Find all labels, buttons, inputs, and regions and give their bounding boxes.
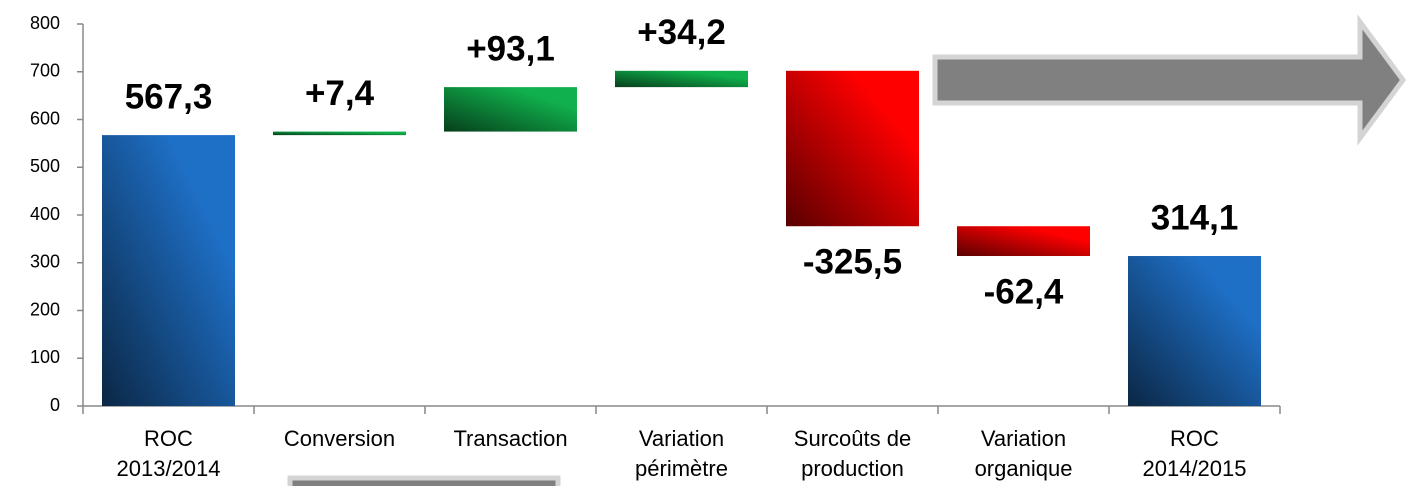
x-tick-label: organique xyxy=(975,456,1073,481)
bar xyxy=(273,131,406,136)
x-tick-label: Conversion xyxy=(284,426,395,451)
y-tick-label: 600 xyxy=(30,108,60,128)
bar xyxy=(102,135,235,406)
y-tick-label: 400 xyxy=(30,204,60,224)
bar xyxy=(444,87,577,132)
y-tick-label: 200 xyxy=(30,299,60,319)
value-label: +93,1 xyxy=(466,29,555,68)
y-tick-label: 500 xyxy=(30,156,60,176)
value-label: +7,4 xyxy=(305,74,375,113)
value-label: -62,4 xyxy=(984,272,1064,311)
x-tick-label: Surcoûts de xyxy=(794,426,911,451)
value-label: 314,1 xyxy=(1151,198,1239,237)
y-tick-label: 800 xyxy=(30,13,60,33)
x-tick-label: périmètre xyxy=(635,456,728,481)
value-label: -325,5 xyxy=(803,242,902,281)
bar xyxy=(786,70,919,227)
bar xyxy=(957,226,1090,257)
y-tick-label: 100 xyxy=(30,347,60,367)
y-tick-label: 0 xyxy=(50,395,60,415)
bar xyxy=(1128,256,1261,406)
x-tick-label: ROC xyxy=(1170,426,1219,451)
x-tick-label: production xyxy=(801,456,904,481)
decor-bar xyxy=(287,475,561,486)
x-tick-label: 2014/2015 xyxy=(1143,456,1247,481)
x-tick-label: ROC xyxy=(144,426,193,451)
y-tick-label: 300 xyxy=(30,252,60,272)
value-label: 567,3 xyxy=(125,77,213,116)
value-label: +34,2 xyxy=(637,13,726,52)
x-tick-label: 2013/2014 xyxy=(117,456,221,481)
x-tick-label: Variation xyxy=(981,426,1066,451)
x-tick-label: Variation xyxy=(639,426,724,451)
x-tick-label: Transaction xyxy=(453,426,567,451)
decor-arrow xyxy=(932,14,1407,146)
bar xyxy=(615,70,748,88)
y-tick-label: 700 xyxy=(30,61,60,81)
